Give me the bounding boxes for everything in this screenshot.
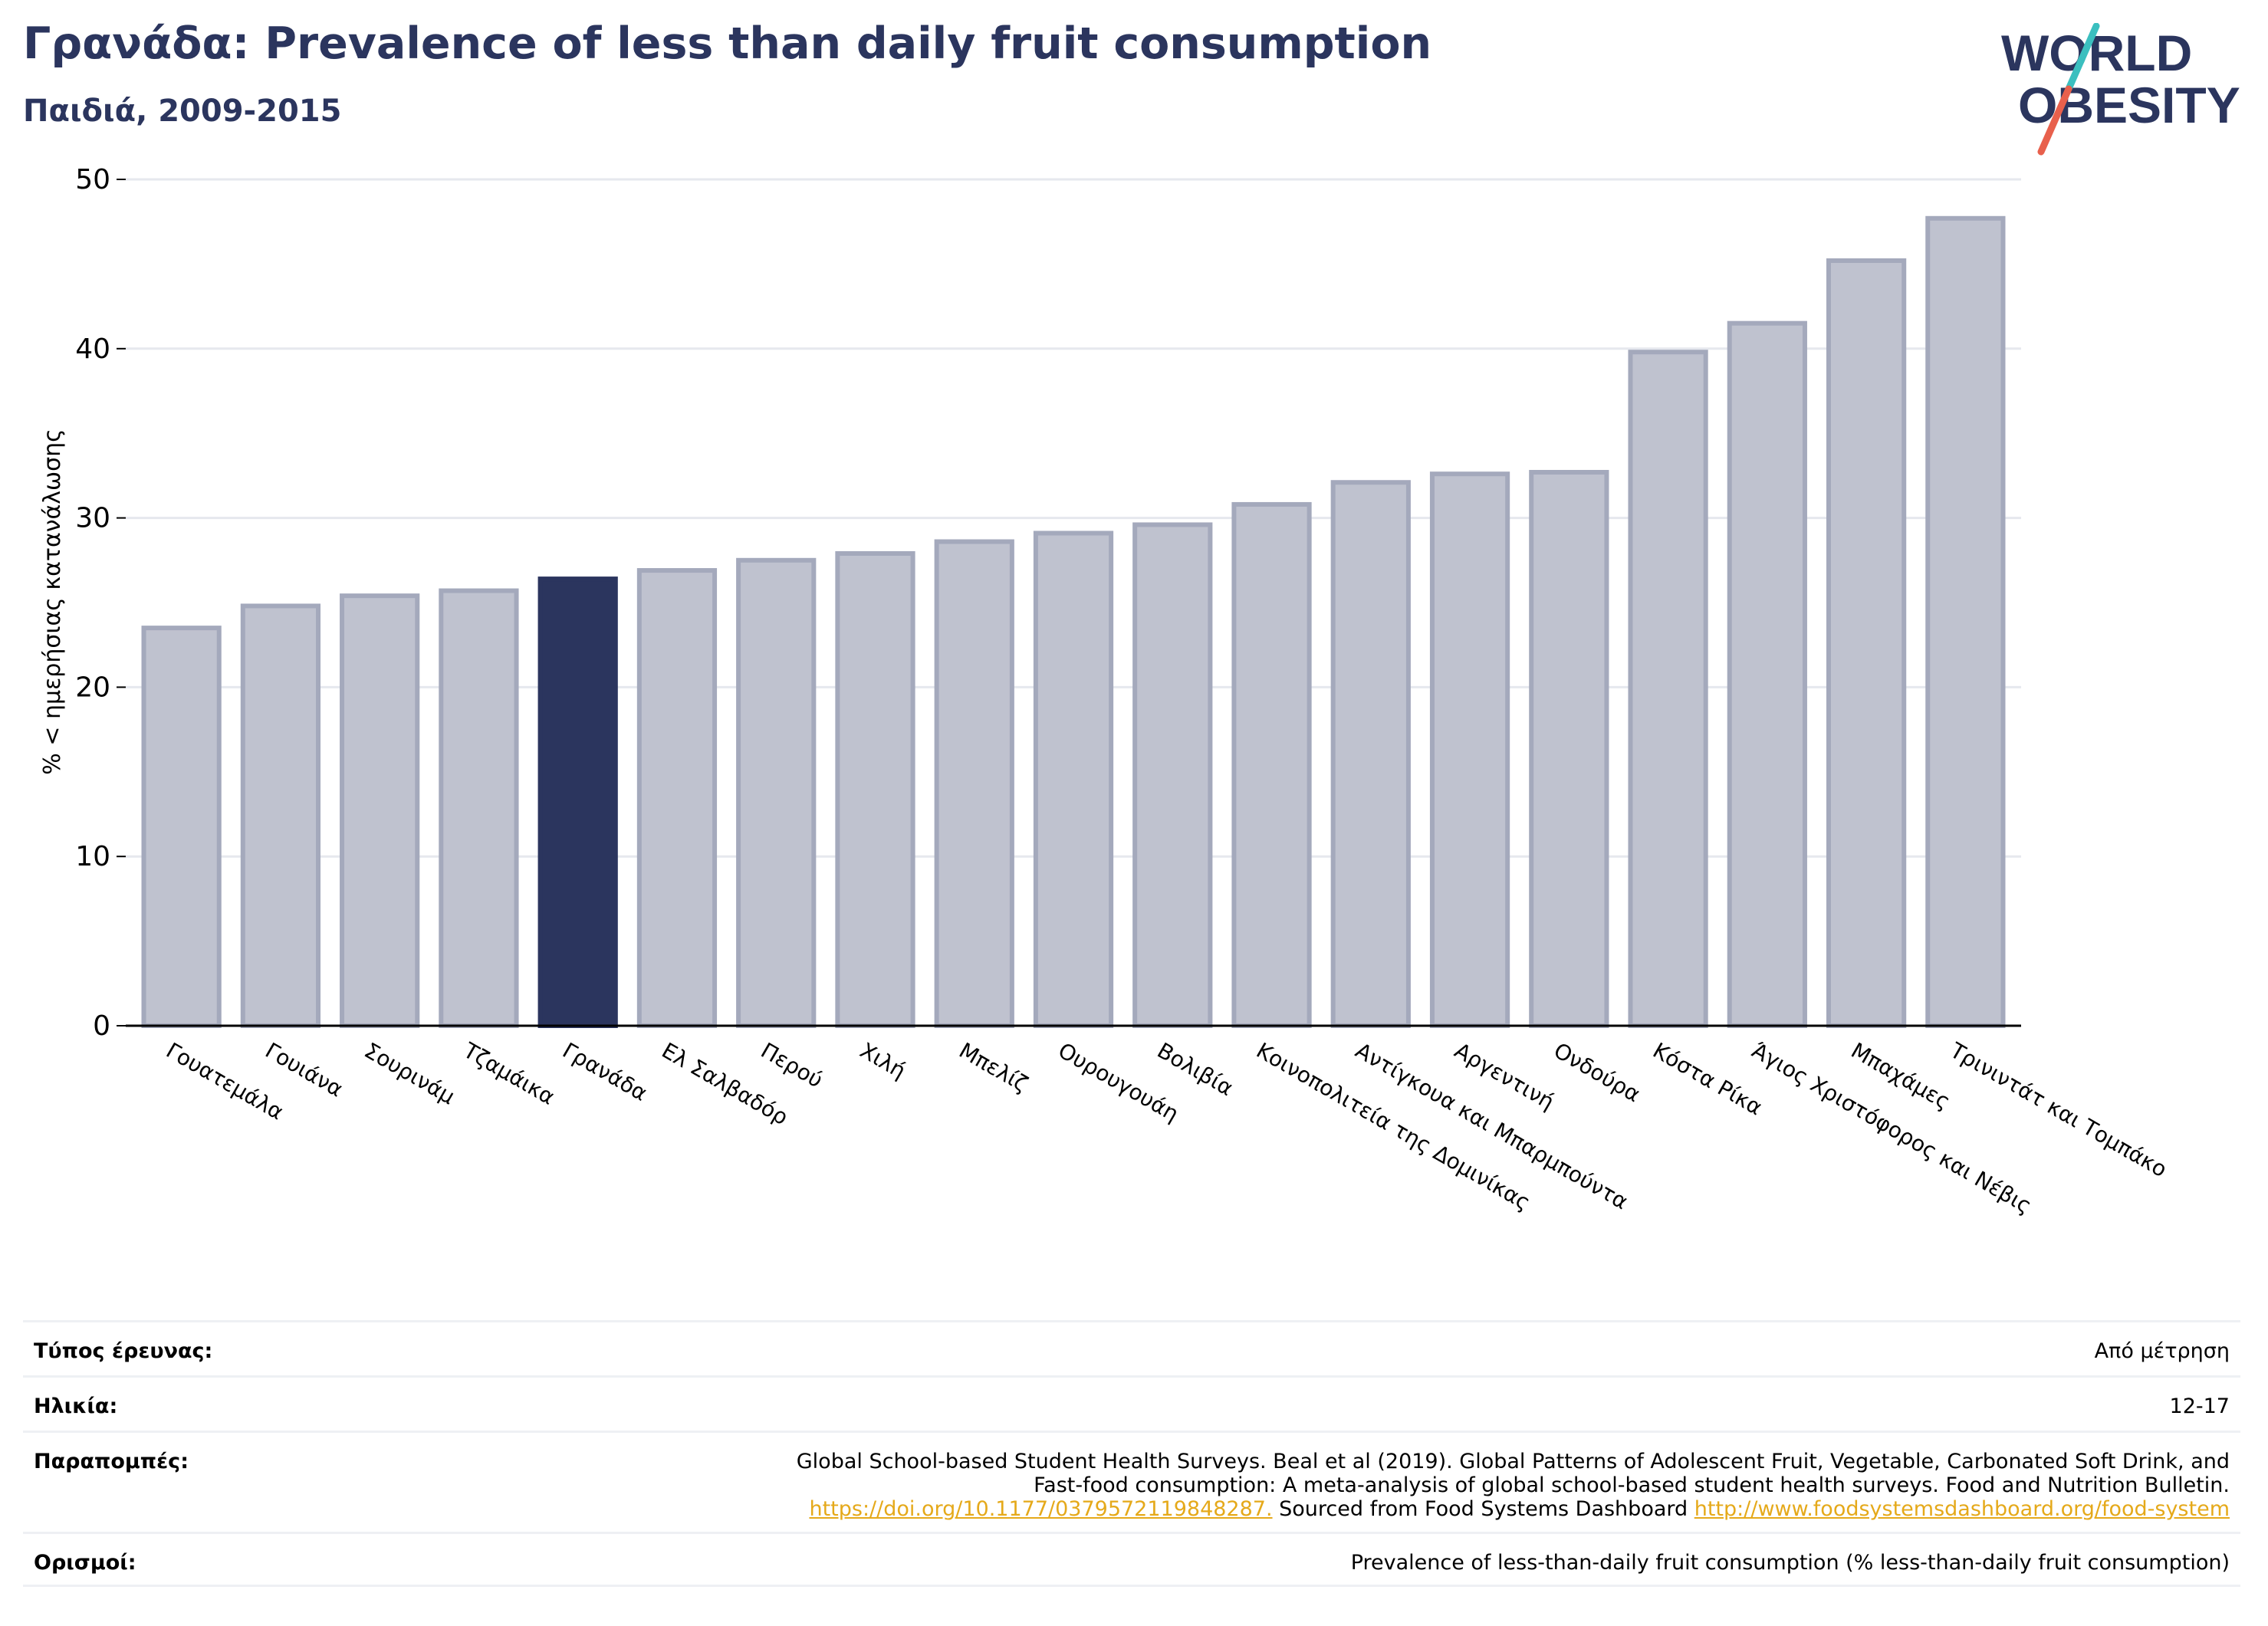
meta-row-age: Ηλικία: 12-17 [23, 1375, 2240, 1431]
bars [141, 215, 2006, 1028]
bar [240, 603, 321, 1028]
x-tick-label: Τζαμάικα [459, 1037, 559, 1110]
bar [1826, 258, 1907, 1028]
logo-slash-bottom [2037, 85, 2072, 156]
metadata-table: Τύπος έρευνας: Από μέτρηση Ηλικία: 12-17… [23, 1320, 2240, 1587]
chart-title: Γρανάδα: Prevalence of less than daily f… [23, 18, 1432, 69]
meta-row-definitions: Ορισμοί: Prevalence of less-than-daily f… [23, 1532, 2240, 1587]
y-tick-label: 50 [75, 164, 110, 195]
logo-slash-top [2065, 23, 2100, 93]
meta-label-references: Παραπομπές: [34, 1450, 189, 1473]
bar [439, 588, 519, 1028]
reference-text-middle: Sourced from Food Systems Dashboard [1272, 1497, 1694, 1521]
y-tick-label: 20 [75, 672, 110, 703]
logo-text-world: WORLD [2001, 25, 2192, 81]
x-tick-label: Κόστα Ρίκα [1648, 1037, 1767, 1120]
y-axis-label: % < ημερήσιας κατανάλωσης [39, 429, 66, 775]
bar [1231, 501, 1312, 1028]
y-axis-ticks: 0 10 20 30 40 50 [75, 164, 126, 1042]
bar [636, 568, 718, 1028]
bar [340, 593, 420, 1028]
x-tick-label: Τρινιντάτ και Τομπάκο [1945, 1037, 2171, 1182]
bar [1529, 469, 1609, 1028]
x-tick-label: Περού [757, 1037, 827, 1092]
bar [1132, 522, 1213, 1028]
bar [934, 539, 1014, 1028]
x-tick-label: Γρανάδα [558, 1037, 652, 1105]
meta-value-survey-type: Από μέτρηση [2094, 1339, 2230, 1363]
bar [1033, 531, 1114, 1028]
x-tick-label: Σουρινάμ [360, 1037, 459, 1109]
meta-label-survey-type: Τύπος έρευνας: [34, 1339, 213, 1363]
chart-subtitle: Παιδιά, 2009-2015 [23, 94, 342, 129]
bar [736, 557, 817, 1028]
bar-highlighted [537, 576, 618, 1028]
meta-value-references: Global School-based Student Health Surve… [797, 1433, 2230, 1521]
bar [1330, 480, 1411, 1028]
meta-value-definitions: Prevalence of less-than-daily fruit cons… [1350, 1551, 2230, 1575]
y-tick-label: 30 [75, 503, 110, 534]
meta-row-survey-type: Τύπος έρευνας: Από μέτρηση [23, 1320, 2240, 1375]
meta-label-age: Ηλικία: [34, 1394, 118, 1418]
world-obesity-logo: WORLD OBESITY [2001, 23, 2240, 156]
x-tick-label: Μπελίζ [955, 1037, 1032, 1096]
x-tick-label: Ονδούρα [1550, 1037, 1645, 1107]
bar [1727, 320, 1807, 1028]
x-tick-label: Βολιβία [1153, 1037, 1238, 1101]
y-tick-label: 0 [93, 1010, 110, 1042]
bar [1628, 350, 1708, 1028]
y-tick-label: 10 [75, 841, 110, 872]
x-tick-label: Γουιάνα [261, 1037, 347, 1102]
reference-text-line1: Global School-based Student Health Surve… [796, 1450, 2230, 1473]
reference-doi-link[interactable]: https://doi.org/10.1177/0379572119848287… [809, 1497, 1273, 1521]
bar [141, 626, 222, 1028]
bar [835, 550, 915, 1028]
reference-dashboard-link[interactable]: http://www.foodsystemsdashboard.org/food… [1694, 1497, 2230, 1521]
reference-text-line2: Fast-food consumption: A meta-analysis o… [1034, 1473, 2230, 1497]
x-tick-label: Χιλή [856, 1037, 910, 1083]
meta-row-references: Παραπομπές: Global School-based Student … [23, 1431, 2240, 1532]
bar [1925, 215, 2006, 1028]
y-tick-label: 40 [75, 333, 110, 365]
bar [1429, 471, 1510, 1028]
meta-label-definitions: Ορισμοί: [34, 1551, 136, 1575]
meta-value-age: 12-17 [2169, 1394, 2230, 1418]
